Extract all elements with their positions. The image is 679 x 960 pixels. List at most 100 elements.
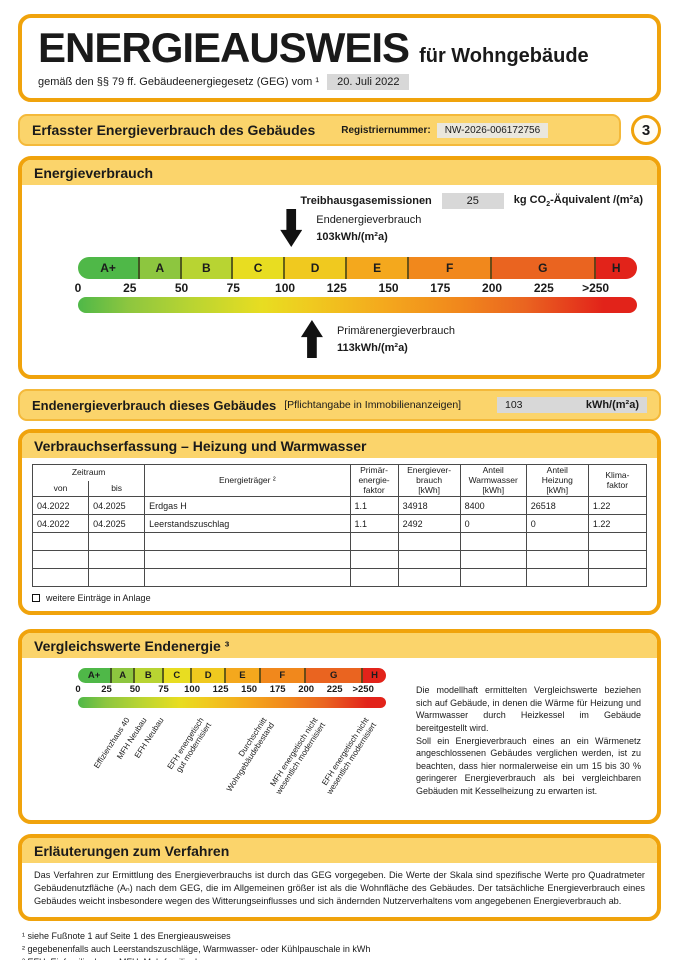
ghg-label: Treibhausgasemissionen [300,195,432,207]
energy-scale-ticks: 0 25 50 75 100 125 150 175 200 225 >250 [74,281,637,297]
endenergie-strip: Endenergieverbrauch dieses Gebäudes [Pfl… [18,389,661,421]
vergleich-explanation: Die modellhaft ermittelten Vergleichswer… [416,685,641,797]
col-primaerfaktor: Primär- energie- faktor [349,463,399,498]
scale-tick: >250 [582,281,610,295]
endenergie-arrow-label: Endenergieverbrauch [316,214,422,226]
scale-tick: 25 [123,281,137,295]
vergleich-letter-bar: A+ A B C D E F G H [78,668,386,684]
header-box: ENERGIEAUSWEIS für Wohngebäude gemäß den… [18,14,661,102]
scale-tick: 125 [212,684,229,696]
table-row: 04.2022 04.2025 Leerstandszuschlag 1.1 2… [31,514,648,534]
footnote-3: ³ EFH: Einfamilienhaus, MFH: Mehrfamilie… [22,956,661,960]
page-subtitle: für Wohngebäude [419,45,589,67]
table-row: 04.2022 04.2025 Erdgas H 1.1 34918 8400 … [31,496,648,516]
footnote-1: ¹ siehe Fußnote 1 auf Seite 1 des Energi… [22,930,231,941]
energy-class-d: D [285,257,348,279]
col-energietraeger: Energieträger ² [144,463,351,498]
table-row-empty [31,550,648,570]
energieverbrauch-box: Energieverbrauch Treibhausgasemissionen … [18,156,661,379]
endenergie-value-field[interactable]: 103 kWh/(m²a) [497,397,647,413]
scale-tick: 200 [482,281,503,295]
endenergie-value: 103 [505,399,523,411]
verbrauchserfassung-title: Verbrauchserfassung – Heizung und Warmwa… [22,433,657,458]
scale-tick: >250 [352,684,374,696]
scale-tick: 175 [430,281,451,295]
vergleich-scale: A+ A B C D E F G H 0 25 50 75 100 125 150 175 200 225 >250… [75,668,386,816]
vergleich-scale-ticks: 0 25 50 75 100 125 150 175 200 225 >250 [75,684,386,697]
more-entries-checkbox[interactable] [32,594,40,603]
vergleich-markers: Effizienzhaus 40 MFH Neubau EFH Neubau EFH … [78,708,386,816]
registration-number-field[interactable]: NW-2026-006172756 [436,122,549,138]
erlaeuterungen-box: Erläuterungen zum Verfahren Das Verfahre… [18,834,661,921]
section-bar: Erfasster Energieverbrauch des Gebäudes … [18,114,621,146]
vergleich-gradient-bar [78,697,386,709]
primaerenergie-arrow-value: 113kWh/(m²a) [336,341,408,354]
scale-tick: 50 [129,684,141,696]
scale-tick: 100 [184,684,200,696]
vergleichswerte-title: Vergleichswerte Endenergie ³ [22,633,657,659]
col-warmwasser: Anteil Warmwasser [kWh] [459,463,527,498]
energy-class-d: D [192,668,227,684]
vergleichswerte-box: Vergleichswerte Endenergie ³ A+ A B C D E F G H … [18,629,661,825]
more-entries-label: weitere Einträge in Anlage [46,593,151,604]
page-number-badge: 3 [631,115,661,145]
scale-tick: 75 [226,281,240,295]
scale-tick: 25 [101,684,112,696]
table-row-empty [31,532,648,552]
scale-tick: 50 [174,281,189,295]
endenergie-arrow-value: 103kWh/(m²a) [316,230,388,243]
energy-class-a+: A+ [78,668,113,684]
section-bar-title: Erfasster Energieverbrauch des Gebäudes [32,122,316,138]
energy-class-a+: A+ [78,257,141,279]
energy-class-g: G [492,257,596,279]
scale-tick: 225 [326,684,343,696]
endenergie-unit: kWh/(m²a) [585,399,639,411]
ghg-value-field[interactable]: 25 [441,193,504,209]
energy-class-letter-bar: A+ A B C D E F G H [78,257,637,279]
footnotes: ¹ siehe Fußnote 1 auf Seite 1 des Energi… [18,930,661,960]
energy-class-h: H [363,668,386,684]
erlaeuterungen-text: Das Verfahren zur Ermittlung des Energie… [34,870,645,907]
col-bis: bis [88,480,146,498]
ghg-unit: kg CO2-Äquivalent /(m²a) [513,193,643,209]
col-klimafaktor: Klima- faktor [587,463,648,498]
energy-class-g: G [306,668,364,684]
endenergie-strip-note: [Pflichtangabe in Immobilienanzeigen] [284,399,462,411]
energy-class-scale: A+ A B C D E F G H 0 25 50 75 100 125 150 175 200 225 >250 [74,257,637,313]
col-verbrauch: Energiever- brauch [kWh] [397,463,461,498]
law-date-field[interactable]: 20. Juli 2022 [327,74,410,90]
primaerenergie-marker: Primärenergieverbrauch 113kWh/(m²a) [300,320,455,358]
endenergie-marker: Endenergieverbrauch 103kWh/(m²a) [280,209,421,247]
scale-tick: 200 [298,684,315,696]
scale-tick: 0 [75,684,81,696]
energy-class-f: F [260,668,307,684]
energy-class-b: B [181,257,234,279]
scale-tick: 125 [326,281,347,295]
energy-class-h: H [595,257,637,279]
energy-class-f: F [409,257,493,279]
primaerenergie-arrow-label: Primärenergieverbrauch [336,325,455,337]
registration-label: Registriernummer: [341,124,431,136]
endenergie-arrow-zone: Endenergieverbrauch 103kWh/(m²a) [78,209,637,257]
erlaeuterungen-title: Erläuterungen zum Verfahren [22,838,657,864]
scale-tick: 150 [241,684,258,696]
scale-tick: 0 [74,281,82,295]
scale-tick: 75 [158,684,169,696]
energy-class-e: E [226,668,261,684]
footnote-2: ² gegebenenfalls auch Leerstandszuschläg… [22,943,371,954]
col-heizung: Anteil Heizung [kWh] [525,463,589,498]
energy-class-c: C [233,257,286,279]
up-arrow-icon [300,320,323,358]
col-von: von [31,480,90,498]
col-zeitraum: Zeitraum [31,463,146,481]
down-arrow-icon [280,209,303,247]
verbrauchserfassung-box: Verbrauchserfassung – Heizung und Warmwa… [18,429,661,616]
energy-class-e: E [347,257,410,279]
scale-tick: 100 [275,281,296,295]
scale-tick: 175 [269,684,286,696]
law-reference: gemäß den §§ 79 ff. Gebäudeenergiegesetz… [38,76,320,88]
primaerenergie-arrow-zone: Primärenergieverbrauch 113kWh/(m²a) [78,313,637,365]
energy-class-a: A [112,668,136,684]
energy-gradient-bar [78,297,637,313]
